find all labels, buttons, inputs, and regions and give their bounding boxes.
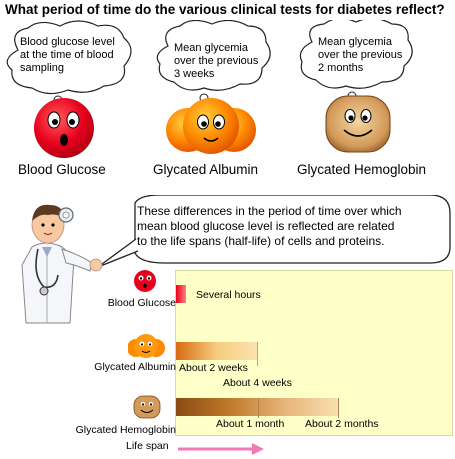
row-icons (128, 270, 165, 419)
row-label-albumin: Glycated Albumin (94, 361, 176, 373)
blood-glucose-icon (134, 270, 156, 292)
blood-glucose-character (34, 98, 94, 158)
tick-hemoglobin-mid (258, 398, 259, 418)
row-label-hemoglobin: Glycated Hemoglobin (75, 424, 176, 436)
annotation-about-2-months: About 2 months (305, 418, 379, 430)
bar-albumin (176, 342, 258, 360)
speech-line: to the life spans (half-life) of cells a… (137, 234, 385, 248)
bubble-line: Mean glycemia (318, 36, 392, 48)
glycated-albumin-character (166, 98, 256, 154)
bubble-text-albumin: Mean glycemia over the previous 3 weeks (174, 42, 258, 81)
bar-glucose (176, 285, 186, 303)
bubble-line: Blood glucose level (20, 36, 115, 48)
tick-hemoglobin-end (338, 398, 339, 418)
bubble-line: Mean glycemia (174, 42, 248, 54)
glycated-albumin-icon (128, 334, 165, 358)
thought-bubble-glucose (6, 20, 132, 111)
annotation-about-1-month: About 1 month (216, 418, 285, 430)
label-glycated-hemoglobin: Glycated Hemoglobin (297, 162, 427, 177)
speech-bubble (97, 195, 451, 268)
bubble-line: sampling (20, 62, 65, 74)
annotation-about-4-weeks: About 4 weeks (223, 377, 292, 389)
tick-albumin-end (257, 342, 258, 366)
doctor-speech-text: These differences in the period of time … (137, 204, 402, 249)
speech-line: mean blood glucose level is reflected ar… (137, 219, 395, 233)
characters-illustration (6, 20, 413, 158)
row-label-glucose: Blood Glucose (107, 297, 176, 309)
bubble-line: at the time of blood (20, 49, 114, 61)
glycated-hemoglobin-icon (133, 395, 161, 419)
page-title: What period of time do the various clini… (5, 2, 445, 17)
bubble-line: over the previous (174, 55, 259, 67)
bubble-line: over the previous (318, 49, 403, 61)
bubble-text-glucose: Blood glucose level at the time of blood… (20, 36, 115, 75)
glycated-hemoglobin-character (325, 95, 391, 153)
bar-hemoglobin (176, 398, 338, 416)
annotation-about-2-weeks: About 2 weeks (179, 362, 248, 374)
bubble-line: 2 months (318, 62, 364, 74)
bubble-text-hemoglobin: Mean glycemia over the previous 2 months (318, 36, 402, 75)
life-span-arrow (178, 443, 264, 455)
speech-line: These differences in the period of time … (137, 204, 402, 218)
axis-label-life-span: Life span (126, 440, 169, 452)
bubble-line: 3 weeks (174, 68, 215, 80)
doctor-illustration (21, 195, 451, 324)
annotation-several-hours: Several hours (196, 289, 261, 301)
doctor-figure (21, 204, 103, 324)
label-blood-glucose: Blood Glucose (18, 162, 106, 177)
label-glycated-albumin: Glycated Albumin (153, 162, 259, 177)
